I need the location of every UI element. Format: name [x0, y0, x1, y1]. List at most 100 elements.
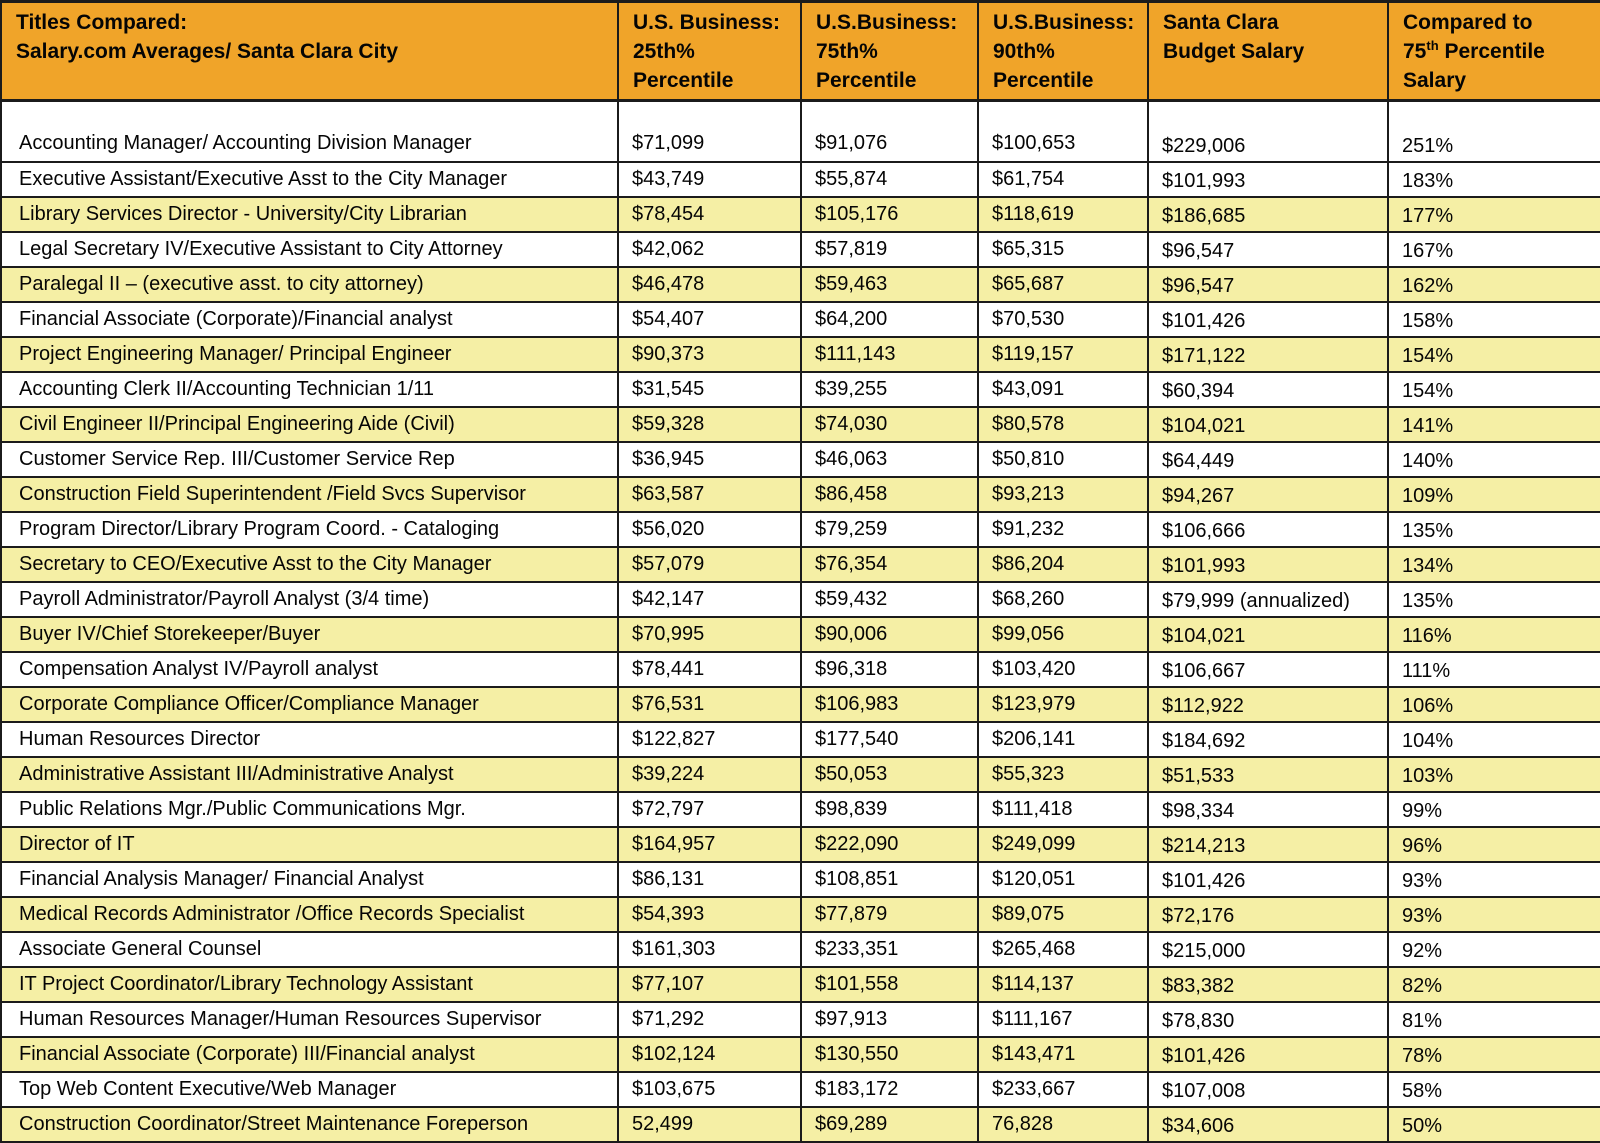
- cell-25th-percentile: $46,478: [617, 266, 801, 303]
- cell-75th-percentile: $55,874: [800, 161, 978, 198]
- cell-job-title: Administrative Assistant III/Administrat…: [1, 756, 618, 793]
- cell-75th-percentile: $183,172: [800, 1071, 978, 1108]
- table-row: Accounting Clerk II/Accounting Technicia…: [1, 371, 1600, 408]
- cell-90th-percentile: $55,323: [977, 756, 1148, 793]
- cell-25th-percentile: $54,407: [617, 301, 801, 338]
- cell-compared-pct: 82%: [1387, 966, 1600, 1003]
- cell-25th-percentile: $54,393: [617, 896, 801, 933]
- header-us-business-90th: U.S.Business: 90th% Percentile: [977, 1, 1148, 102]
- cell-90th-percentile: $249,099: [977, 826, 1148, 863]
- table-header: Titles Compared: Salary.com Averages/ Sa…: [1, 1, 1600, 102]
- cell-90th-percentile: $123,979: [977, 686, 1148, 723]
- cell-25th-percentile: $77,107: [617, 966, 801, 1003]
- cell-75th-percentile: $130,550: [800, 1036, 978, 1073]
- cell-compared-pct: 135%: [1387, 511, 1600, 548]
- cell-compared-pct: 154%: [1387, 336, 1600, 373]
- table-row: Top Web Content Executive/Web Manager $1…: [1, 1071, 1600, 1108]
- header-row: Titles Compared: Salary.com Averages/ Sa…: [1, 1, 1600, 102]
- cell-compared-pct: 177%: [1387, 196, 1600, 233]
- cell-compared-pct: 96%: [1387, 826, 1600, 863]
- cell-75th-percentile: $96,318: [800, 651, 978, 688]
- header-us-business-25th: U.S. Business: 25th% Percentile: [617, 1, 801, 102]
- cell-75th-percentile: $77,879: [800, 896, 978, 933]
- cell-25th-percentile: $42,147: [617, 581, 801, 618]
- cell-budget-salary: $79,999 (annualized): [1147, 581, 1388, 618]
- cell-job-title: Director of IT: [1, 826, 618, 863]
- cell-budget-salary: $101,426: [1147, 1036, 1388, 1073]
- cell-75th-percentile: $64,200: [800, 301, 978, 338]
- cell-job-title: Financial Analysis Manager/ Financial An…: [1, 861, 618, 898]
- cell-budget-salary: $101,426: [1147, 301, 1388, 338]
- table-row: Legal Secretary IV/Executive Assistant t…: [1, 231, 1600, 268]
- cell-budget-salary: $229,006: [1147, 126, 1388, 163]
- cell-job-title: Financial Associate (Corporate) III/Fina…: [1, 1036, 618, 1073]
- cell-90th-percentile: $91,232: [977, 511, 1148, 548]
- cell-75th-percentile: $74,030: [800, 406, 978, 443]
- cell-compared-pct: 158%: [1387, 301, 1600, 338]
- cell-90th-percentile: $233,667: [977, 1071, 1148, 1108]
- table-row: Civil Engineer II/Principal Engineering …: [1, 406, 1600, 443]
- cell-25th-percentile: $56,020: [617, 511, 801, 548]
- cell-budget-salary: $186,685: [1147, 196, 1388, 233]
- cell-90th-percentile: $86,204: [977, 546, 1148, 583]
- cell-budget-salary: $96,547: [1147, 231, 1388, 268]
- cell-25th-percentile: $72,797: [617, 791, 801, 828]
- cell-25th-percentile: $70,995: [617, 616, 801, 653]
- cell-job-title: Construction Field Superintendent /Field…: [1, 476, 618, 513]
- cell-budget-salary: $106,667: [1147, 651, 1388, 688]
- cell-90th-percentile: $118,619: [977, 196, 1148, 233]
- cell-job-title: Project Engineering Manager/ Principal E…: [1, 336, 618, 373]
- cell-job-title: Legal Secretary IV/Executive Assistant t…: [1, 231, 618, 268]
- table-row: Executive Assistant/Executive Asst to th…: [1, 161, 1600, 198]
- cell-90th-percentile: $103,420: [977, 651, 1148, 688]
- cell-job-title: Library Services Director - University/C…: [1, 196, 618, 233]
- cell-25th-percentile: $39,224: [617, 756, 801, 793]
- cell-job-title: Customer Service Rep. III/Customer Servi…: [1, 441, 618, 478]
- table-row: Compensation Analyst IV/Payroll analyst …: [1, 651, 1600, 688]
- cell-compared-pct: 162%: [1387, 266, 1600, 303]
- header-compared-to-75th: Compared to 75th Percentile Salary: [1387, 1, 1600, 102]
- table-row: Customer Service Rep. III/Customer Servi…: [1, 441, 1600, 478]
- cell-job-title: Buyer IV/Chief Storekeeper/Buyer: [1, 616, 618, 653]
- cell-budget-salary: $72,176: [1147, 896, 1388, 933]
- cell-compared-pct: 93%: [1387, 896, 1600, 933]
- cell-25th-percentile: $36,945: [617, 441, 801, 478]
- cell-compared-pct: 78%: [1387, 1036, 1600, 1073]
- cell-25th-percentile: $90,373: [617, 336, 801, 373]
- cell-budget-salary: $51,533: [1147, 756, 1388, 793]
- cell-75th-percentile: $79,259: [800, 511, 978, 548]
- cell-budget-salary: $184,692: [1147, 721, 1388, 758]
- cell-75th-percentile: $69,289: [800, 1106, 978, 1143]
- cell-75th-percentile: $177,540: [800, 721, 978, 758]
- cell-75th-percentile: $90,006: [800, 616, 978, 653]
- cell-25th-percentile: $57,079: [617, 546, 801, 583]
- cell-75th-percentile: $97,913: [800, 1001, 978, 1038]
- cell-budget-salary: $34,606: [1147, 1106, 1388, 1143]
- cell-90th-percentile: $143,471: [977, 1036, 1148, 1073]
- cell-budget-salary: $98,334: [1147, 791, 1388, 828]
- table-row: Construction Field Superintendent /Field…: [1, 476, 1600, 513]
- table-row: Paralegal II – (executive asst. to city …: [1, 266, 1600, 303]
- cell-75th-percentile: $105,176: [800, 196, 978, 233]
- table-row: Public Relations Mgr./Public Communicati…: [1, 791, 1600, 828]
- cell-budget-salary: $104,021: [1147, 406, 1388, 443]
- cell-budget-salary: $104,021: [1147, 616, 1388, 653]
- cell-90th-percentile: $61,754: [977, 161, 1148, 198]
- cell-75th-percentile: $233,351: [800, 931, 978, 968]
- cell-90th-percentile: $65,687: [977, 266, 1148, 303]
- cell-job-title: Human Resources Director: [1, 721, 618, 758]
- cell-job-title: Human Resources Manager/Human Resources …: [1, 1001, 618, 1038]
- cell-budget-salary: $171,122: [1147, 336, 1388, 373]
- cell-budget-salary: $78,830: [1147, 1001, 1388, 1038]
- cell-25th-percentile: $86,131: [617, 861, 801, 898]
- table-row: Corporate Compliance Officer/Compliance …: [1, 686, 1600, 723]
- cell-75th-percentile: $101,558: [800, 966, 978, 1003]
- cell-compared-pct: 140%: [1387, 441, 1600, 478]
- cell-75th-percentile: $39,255: [800, 371, 978, 408]
- cell-budget-salary: $94,267: [1147, 476, 1388, 513]
- cell-compared-pct: 109%: [1387, 476, 1600, 513]
- cell-job-title: Public Relations Mgr./Public Communicati…: [1, 791, 618, 828]
- cell-25th-percentile: $71,099: [617, 126, 801, 163]
- cell-75th-percentile: $46,063: [800, 441, 978, 478]
